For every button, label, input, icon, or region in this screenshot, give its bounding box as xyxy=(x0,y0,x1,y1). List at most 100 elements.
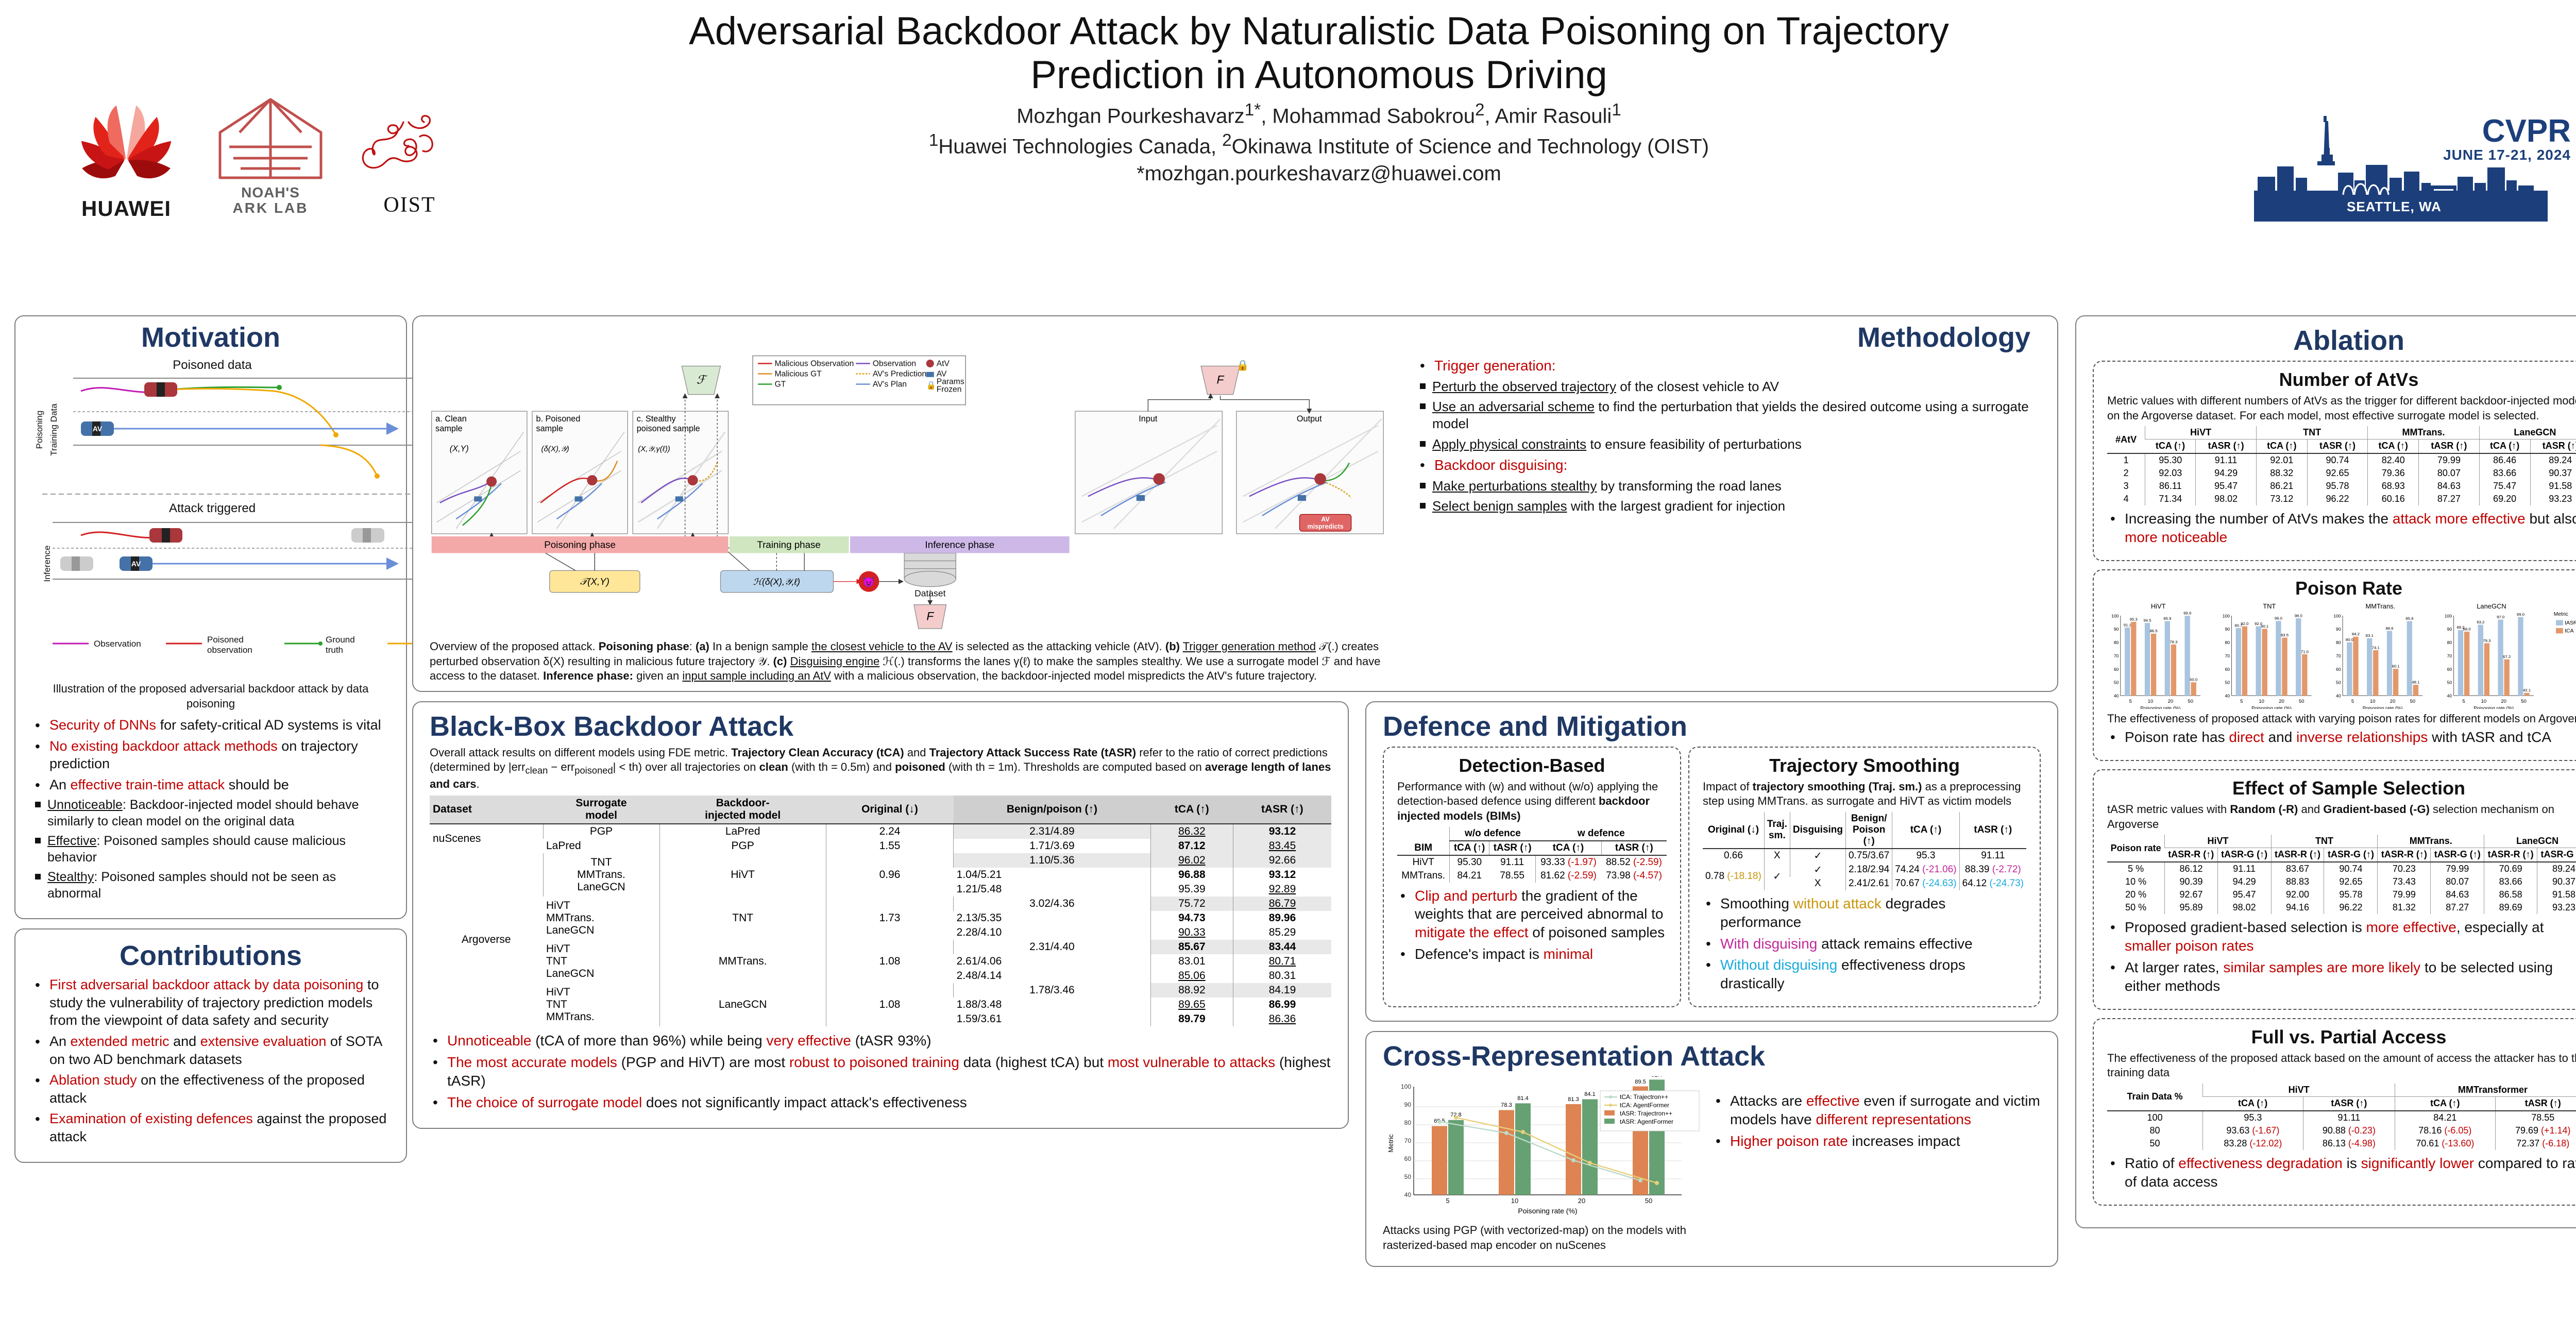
svg-text:5: 5 xyxy=(2462,699,2465,704)
svg-text:(δ(X),𝒴): (δ(X),𝒴) xyxy=(541,445,569,453)
svg-text:Poisoning rate (%): Poisoning rate (%) xyxy=(1518,1207,1577,1215)
svg-text:79.3: 79.3 xyxy=(2483,638,2490,643)
svg-text:Output: Output xyxy=(1297,414,1322,424)
svg-text:95.3: 95.3 xyxy=(2130,617,2138,621)
svg-text:50.0: 50.0 xyxy=(2190,677,2197,682)
svg-text:AtV: AtV xyxy=(937,360,950,368)
svg-text:F: F xyxy=(926,610,934,623)
svg-text:99.9: 99.9 xyxy=(2183,611,2191,615)
svg-text:40: 40 xyxy=(2114,693,2119,698)
svg-text:80: 80 xyxy=(2225,640,2230,645)
svg-text:100: 100 xyxy=(1401,1083,1411,1090)
svg-text:97.0: 97.0 xyxy=(2497,615,2504,619)
svg-text:Poisoned: Poisoned xyxy=(207,635,244,645)
svg-text:Training Data: Training Data xyxy=(49,403,59,456)
svg-text:93.2: 93.2 xyxy=(2477,620,2484,624)
svg-text:50: 50 xyxy=(2188,699,2193,704)
svg-text:100: 100 xyxy=(2223,613,2230,618)
svg-text:94.5: 94.5 xyxy=(2143,618,2151,622)
svg-text:90: 90 xyxy=(2225,627,2230,632)
svg-text:95.9: 95.9 xyxy=(2163,616,2171,621)
svg-text:81.4: 81.4 xyxy=(1517,1095,1528,1102)
svg-text:F: F xyxy=(1217,373,1225,386)
svg-text:🔒: 🔒 xyxy=(1236,360,1249,371)
svg-text:90: 90 xyxy=(2447,627,2452,632)
svg-text:50: 50 xyxy=(1404,1173,1412,1180)
svg-text:tCA: AgentFormer: tCA: AgentFormer xyxy=(1620,1102,1669,1109)
svg-text:truth: truth xyxy=(326,645,343,655)
svg-text:tASR: tASR xyxy=(2565,620,2576,626)
svg-text:40: 40 xyxy=(2336,693,2341,698)
svg-text:20: 20 xyxy=(1578,1197,1585,1205)
svg-text:MMTrans.: MMTrans. xyxy=(2366,602,2396,610)
svg-text:Inference phase: Inference phase xyxy=(925,539,995,550)
svg-text:Poisoned data: Poisoned data xyxy=(173,358,252,372)
svg-text:Metric: Metric xyxy=(1387,1134,1395,1153)
svg-text:🔒: 🔒 xyxy=(926,381,936,390)
svg-text:ℋ(δ(X),𝒴,ℓ): ℋ(δ(X),𝒴,ℓ) xyxy=(753,577,800,587)
svg-text:50: 50 xyxy=(2225,680,2230,685)
svg-text:80.0: 80.0 xyxy=(2346,637,2353,642)
svg-text:AV: AV xyxy=(131,560,141,568)
svg-text:Poisoning rate (%): Poisoning rate (%) xyxy=(2141,706,2181,709)
svg-text:83.1: 83.1 xyxy=(2366,633,2374,638)
svg-text:81.3: 81.3 xyxy=(1568,1096,1579,1103)
svg-text:5: 5 xyxy=(1446,1197,1449,1205)
svg-text:80: 80 xyxy=(2114,640,2119,645)
svg-text:5: 5 xyxy=(2240,699,2243,704)
svg-text:80: 80 xyxy=(1404,1119,1412,1126)
svg-text:Malicious Observation: Malicious Observation xyxy=(775,360,854,368)
svg-text:88.0: 88.0 xyxy=(2463,627,2471,631)
svg-text:(X,Y): (X,Y) xyxy=(450,444,469,453)
svg-text:96.0: 96.0 xyxy=(2275,616,2282,620)
svg-text:10: 10 xyxy=(2148,699,2154,704)
svg-text:60: 60 xyxy=(2336,667,2341,672)
svg-text:50: 50 xyxy=(2410,699,2416,704)
svg-text:5: 5 xyxy=(2129,699,2132,704)
svg-text:😈: 😈 xyxy=(862,576,875,588)
svg-text:10: 10 xyxy=(1511,1197,1518,1205)
svg-text:100: 100 xyxy=(2445,613,2452,618)
svg-text:92.4: 92.4 xyxy=(1651,1076,1662,1078)
svg-text:20: 20 xyxy=(2279,699,2284,704)
svg-text:60: 60 xyxy=(1404,1155,1412,1162)
svg-text:10: 10 xyxy=(2481,699,2487,704)
svg-text:Metric: Metric xyxy=(2554,612,2568,617)
svg-text:74.1: 74.1 xyxy=(2372,645,2380,650)
svg-text:78.3: 78.3 xyxy=(1501,1102,1512,1108)
svg-text:Inference: Inference xyxy=(42,546,52,582)
svg-text:Input: Input xyxy=(1139,414,1158,424)
svg-text:80: 80 xyxy=(2447,640,2452,645)
svg-text:40: 40 xyxy=(2225,693,2230,698)
svg-text:SEATTLE, WA: SEATTLE, WA xyxy=(2347,199,2442,214)
svg-text:70: 70 xyxy=(2225,653,2230,658)
svg-text:tASR: AgentFormer: tASR: AgentFormer xyxy=(1620,1118,1673,1125)
svg-text:42.1: 42.1 xyxy=(2523,688,2531,692)
svg-text:Frozen: Frozen xyxy=(937,385,962,394)
svg-text:Ground: Ground xyxy=(326,635,355,645)
svg-text:Poisoning rate (%): Poisoning rate (%) xyxy=(2363,706,2403,709)
svg-text:78.3: 78.3 xyxy=(2170,639,2177,644)
svg-text:AV's Prediction: AV's Prediction xyxy=(873,370,926,379)
svg-text:AV: AV xyxy=(93,425,103,433)
svg-text:LaneGCN: LaneGCN xyxy=(2477,602,2506,610)
svg-text:Training phase: Training phase xyxy=(757,539,820,550)
svg-text:𝒯(X,Y): 𝒯(X,Y) xyxy=(580,576,609,587)
svg-text:99.0: 99.0 xyxy=(2517,612,2524,617)
svg-text:60: 60 xyxy=(2447,667,2452,672)
svg-text:poisoned sample: poisoned sample xyxy=(637,424,700,433)
svg-text:70: 70 xyxy=(2114,653,2119,658)
svg-text:50: 50 xyxy=(2114,680,2119,685)
svg-text:83.5: 83.5 xyxy=(2281,633,2289,637)
svg-text:67.2: 67.2 xyxy=(2503,654,2511,659)
svg-text:90: 90 xyxy=(2114,627,2119,632)
svg-text:90.1: 90.1 xyxy=(2261,624,2268,629)
svg-text:tCA: tCA xyxy=(2565,628,2573,634)
svg-text:mispredicts: mispredicts xyxy=(1308,523,1344,530)
svg-text:84.1: 84.1 xyxy=(1584,1091,1595,1097)
svg-text:90: 90 xyxy=(2336,627,2341,632)
svg-text:60.1: 60.1 xyxy=(2392,664,2400,668)
svg-text:c. Stealthy: c. Stealthy xyxy=(637,414,676,424)
svg-text:100: 100 xyxy=(2111,613,2119,618)
svg-text:70: 70 xyxy=(1404,1137,1412,1144)
